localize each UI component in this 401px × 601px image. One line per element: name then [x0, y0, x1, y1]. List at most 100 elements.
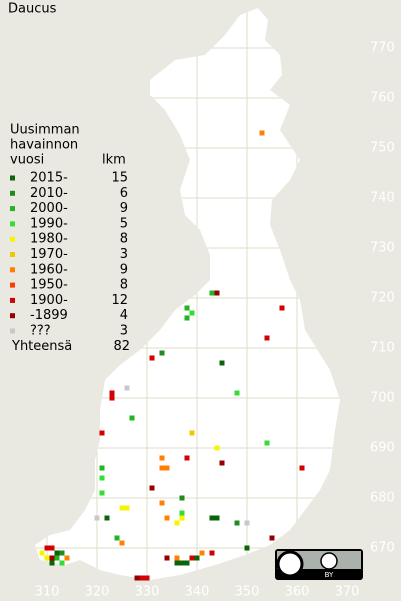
record-square: [264, 440, 270, 446]
record-square: [124, 505, 130, 511]
record-square: [114, 535, 120, 541]
record-square: [219, 360, 225, 366]
record-square: [184, 315, 190, 321]
record-square: [119, 505, 125, 511]
record-square: [184, 455, 190, 461]
legend-swatch: [10, 221, 15, 227]
record-square: [59, 550, 65, 556]
x-tick-label: 370: [335, 585, 360, 600]
record-square: [44, 545, 50, 551]
legend-count: 8: [120, 232, 128, 247]
legend-count: 15: [111, 171, 128, 186]
legend-heading: havainnon: [10, 138, 78, 153]
record-square: [174, 520, 180, 526]
record-square: [159, 500, 165, 506]
legend-swatch: [10, 267, 15, 273]
y-tick-label: 720: [370, 291, 395, 306]
legend-count: 3: [120, 247, 128, 262]
x-tick-label: 310: [35, 585, 60, 600]
record-square: [189, 555, 195, 561]
legend-label: ???: [30, 324, 51, 339]
record-square: [179, 510, 185, 516]
legend-heading: vuosi: [10, 153, 44, 168]
record-square: [44, 555, 50, 561]
record-square: [109, 390, 115, 396]
record-square: [139, 575, 145, 581]
legend-label: 1970-: [30, 247, 68, 262]
record-square: [109, 395, 115, 401]
squares: [39, 130, 305, 581]
record-square: [244, 520, 250, 526]
record-square: [189, 310, 195, 316]
record-square: [49, 555, 55, 561]
legend-count: 9: [120, 201, 128, 216]
finland-outline: [35, 8, 340, 580]
record-square: [99, 490, 105, 496]
legend-swatch: [10, 328, 15, 334]
x-tick-label: 330: [135, 585, 160, 600]
record-square: [94, 515, 100, 521]
record-square: [144, 575, 150, 581]
record-square: [219, 460, 225, 466]
legend-total: 82: [113, 339, 130, 354]
y-tick-label: 760: [370, 91, 395, 106]
y-tick-label: 680: [370, 491, 395, 506]
legend-swatch: [10, 190, 15, 196]
record-square: [49, 545, 55, 551]
record-square: [259, 130, 265, 136]
legend-count-heading: lkm: [102, 153, 126, 168]
record-square: [179, 515, 185, 521]
record-square: [209, 290, 215, 296]
badge-text: BY: [325, 571, 334, 579]
record-square: [159, 465, 165, 471]
legend-count: 4: [120, 308, 128, 323]
record-square: [149, 485, 155, 491]
record-square: [99, 465, 105, 471]
record-square: [264, 335, 270, 341]
record-square: [159, 350, 165, 356]
y-tick-label: 700: [370, 391, 395, 406]
record-square: [54, 555, 60, 561]
record-square: [119, 540, 125, 546]
record-square: [179, 560, 185, 566]
legend-swatch: [10, 297, 15, 303]
record-square: [184, 305, 190, 311]
legend-label: 2000-: [30, 201, 68, 216]
legend-count: 5: [120, 216, 128, 231]
record-square: [164, 465, 170, 471]
cc-icon: [276, 550, 304, 578]
record-square: [214, 290, 220, 296]
legend-label: 1950-: [30, 278, 68, 293]
legend-swatch: [10, 313, 15, 319]
record-square: [59, 560, 65, 566]
y-tick-label: 740: [370, 191, 395, 206]
record-square: [299, 465, 305, 471]
legend-count: 9: [120, 262, 128, 277]
x-tick-label: 340: [185, 585, 210, 600]
record-square: [159, 455, 165, 461]
record-square: [104, 515, 110, 521]
record-square: [244, 545, 250, 551]
legend-swatch: [10, 206, 15, 212]
record-square: [209, 515, 215, 521]
legend-label: 1960-: [30, 262, 68, 277]
record-square: [209, 550, 215, 556]
record-square: [164, 515, 170, 521]
record-square: [134, 575, 140, 581]
record-square: [179, 495, 185, 501]
record-square: [174, 560, 180, 566]
y-tick-label: 670: [370, 541, 395, 556]
legend-swatch: [10, 252, 15, 257]
legend-label: 1990-: [30, 216, 68, 231]
legend-swatch: [10, 282, 15, 288]
record-square: [99, 475, 105, 481]
y-tick-label: 690: [370, 441, 395, 456]
record-square: [54, 550, 60, 556]
record-square: [149, 355, 155, 361]
by-icon: [320, 552, 338, 570]
record-square: [234, 520, 240, 526]
record-square: [269, 535, 275, 541]
x-tick-label: 350: [235, 585, 260, 600]
legend-count: 8: [120, 278, 128, 293]
